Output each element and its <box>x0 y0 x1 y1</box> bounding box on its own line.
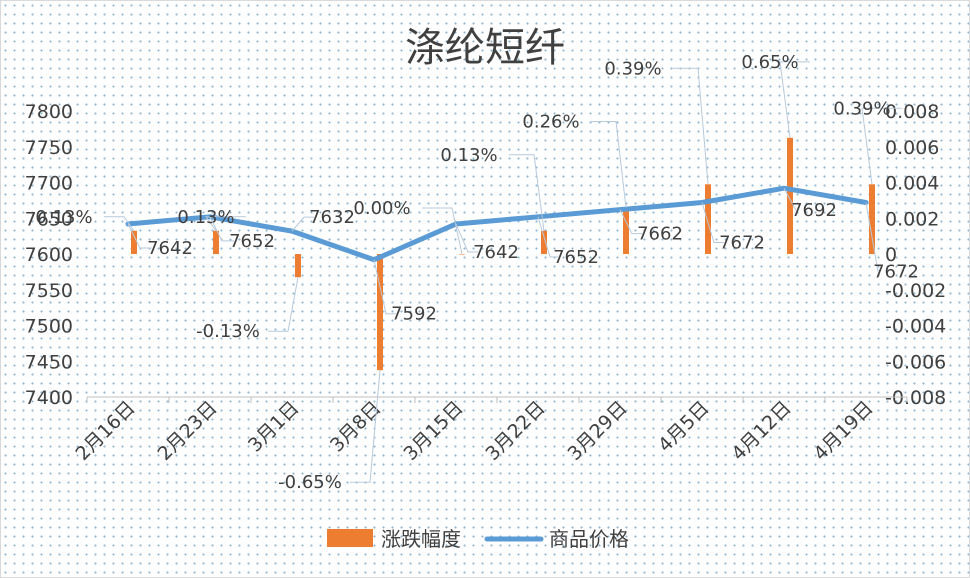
bar-label-leader <box>350 370 381 483</box>
line-label-leader <box>291 216 314 232</box>
line-data-label: 7652 <box>553 247 599 268</box>
bar <box>377 254 383 371</box>
bar-label-leader <box>509 154 545 231</box>
line-data-label: 7652 <box>229 231 275 252</box>
x-category-label: 4月19日 <box>809 397 877 465</box>
bar-data-label: -0.13% <box>196 321 260 342</box>
y-secondary-tick-label: 0.004 <box>885 173 939 195</box>
x-category-label: 4月5日 <box>654 397 714 457</box>
y-primary-tick-label: 7750 <box>25 137 73 159</box>
y-secondary-tick-label: 0.008 <box>885 101 939 123</box>
bar-label-leader <box>673 67 709 185</box>
line-label-leader <box>619 209 642 235</box>
bar-data-label: 0.26% <box>522 112 579 133</box>
bar <box>295 254 301 278</box>
y-secondary-tick-label: 0.006 <box>885 137 939 159</box>
y-primary-tick-label: 7700 <box>25 173 73 195</box>
bar <box>869 184 875 254</box>
line-data-label: 7632 <box>309 207 355 228</box>
y-secondary-tick-label: -0.006 <box>885 351 946 373</box>
line-data-label: 7642 <box>147 238 193 259</box>
x-category-label: 4月12日 <box>727 397 795 465</box>
bar-label-leader <box>422 207 463 255</box>
line-data-label: 7642 <box>473 242 519 263</box>
y-primary-tick-label: 7450 <box>25 351 73 373</box>
line-label-leader <box>783 187 797 211</box>
price-line <box>125 185 869 263</box>
bar <box>541 230 547 254</box>
y-primary-tick-label: 7550 <box>25 280 73 302</box>
x-category-label: 2月23日 <box>153 397 221 465</box>
bar <box>459 254 465 255</box>
bar-data-label: 0.13% <box>35 207 92 228</box>
x-category-label: 3月1日 <box>244 397 304 457</box>
bar-data-label: 0.13% <box>440 145 497 166</box>
line-label-leader <box>127 223 152 249</box>
line-label-leader <box>455 223 478 253</box>
line-label-leader <box>209 216 234 242</box>
bar-data-label: 0.65% <box>741 52 798 73</box>
y-secondary-tick-label: -0.002 <box>885 280 946 302</box>
line-data-label: 7672 <box>719 233 765 254</box>
legend-swatch-bar <box>327 529 373 547</box>
bar-label-leader <box>861 107 902 185</box>
y-primary-tick-label: 7500 <box>25 316 73 338</box>
bar <box>213 230 219 254</box>
x-category-label: 2月16日 <box>71 397 139 465</box>
bar-label-leader <box>268 277 299 332</box>
bar-data-label: -0.65% <box>278 472 342 493</box>
y-primary-tick-label: 7600 <box>25 244 73 266</box>
legend-label-bar: 涨跌幅度 <box>381 527 461 551</box>
y-secondary-tick-label: 0 <box>885 244 897 266</box>
bar-data-label: 0.39% <box>833 98 890 119</box>
line-data-label: 7692 <box>791 200 837 221</box>
bar-data-label: 0.13% <box>177 207 234 228</box>
bar-label-leader <box>205 216 246 232</box>
bar <box>623 207 629 254</box>
x-category-label: 3月29日 <box>563 397 631 465</box>
line-label-leader <box>537 216 558 258</box>
x-category-label: 3月15日 <box>399 397 467 465</box>
y-secondary-tick-label: -0.008 <box>885 387 946 409</box>
y-primary-tick-label: 7800 <box>25 101 73 123</box>
line-data-label: 7662 <box>637 224 683 245</box>
y-secondary-tick-label: 0.002 <box>885 208 939 230</box>
bar-label-leader <box>591 121 627 208</box>
bar-label-leader <box>779 61 810 138</box>
legend-label-line: 商品价格 <box>549 527 629 551</box>
bar-data-label: 0.39% <box>604 58 661 79</box>
chart-title: 涤纶短纤 <box>405 25 565 71</box>
y-primary-tick-label: 7650 <box>25 208 73 230</box>
line-data-label: 7592 <box>391 304 437 325</box>
line-label-leader <box>865 202 879 272</box>
bar-label-leader <box>104 216 135 232</box>
y-secondary-tick-label: -0.004 <box>885 316 946 338</box>
bar <box>787 137 793 254</box>
x-category-label: 3月22日 <box>481 397 549 465</box>
bar <box>705 184 711 254</box>
y-primary-tick-label: 7400 <box>25 387 73 409</box>
line-label-leader <box>373 259 396 315</box>
line-label-leader <box>701 202 724 244</box>
bar <box>131 230 137 254</box>
line-data-label: 7672 <box>873 262 919 283</box>
bar-data-label: 0.00% <box>353 198 410 219</box>
